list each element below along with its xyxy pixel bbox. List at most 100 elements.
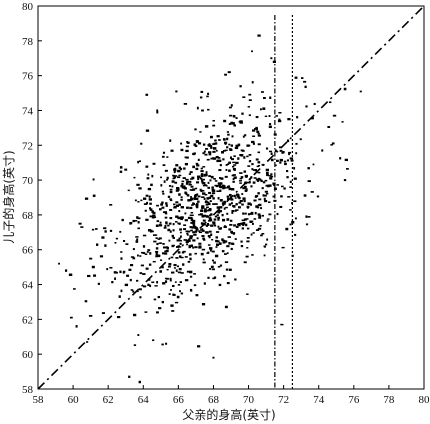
data-point	[219, 159, 222, 162]
y-tick-label: 72	[22, 140, 33, 152]
data-point	[201, 205, 205, 208]
data-point	[129, 278, 132, 282]
data-point	[257, 143, 261, 146]
data-point	[204, 184, 207, 187]
data-point	[188, 246, 192, 249]
data-points-layer	[58, 34, 362, 384]
data-point	[139, 187, 142, 190]
data-point	[168, 185, 172, 187]
data-point	[186, 234, 189, 236]
data-point	[166, 176, 169, 180]
data-point	[147, 283, 150, 287]
data-point	[115, 271, 118, 274]
data-point	[148, 198, 153, 201]
data-point	[294, 217, 297, 220]
data-point	[211, 268, 215, 271]
data-point	[268, 201, 271, 203]
data-point	[258, 198, 262, 201]
data-point	[187, 216, 191, 220]
data-point	[321, 149, 324, 152]
data-point	[222, 158, 225, 161]
data-point	[182, 185, 186, 187]
data-point	[208, 230, 212, 233]
data-point	[211, 143, 215, 145]
data-point	[241, 203, 244, 206]
data-point	[199, 188, 202, 192]
data-point	[194, 187, 198, 190]
data-point	[101, 236, 105, 239]
x-tick-label: 58	[33, 394, 45, 406]
data-point	[145, 93, 149, 96]
y-axis-label: 儿子的身高(英寸)	[1, 150, 16, 243]
data-point	[200, 222, 203, 225]
data-point	[229, 148, 233, 151]
data-point	[185, 145, 189, 148]
data-point	[253, 218, 257, 220]
data-point	[224, 305, 228, 309]
data-point	[202, 258, 205, 261]
data-point	[216, 206, 220, 209]
data-point	[180, 142, 183, 145]
data-point	[183, 102, 188, 105]
data-point	[190, 221, 193, 224]
data-point	[293, 167, 296, 170]
data-point	[207, 108, 210, 111]
reference-lines-layer	[37, 5, 425, 390]
data-point	[202, 178, 205, 181]
data-point	[147, 187, 152, 191]
data-point	[201, 229, 205, 232]
data-point	[199, 131, 202, 133]
data-point	[221, 239, 226, 242]
data-point	[232, 232, 236, 235]
data-point	[206, 209, 209, 212]
data-point	[223, 207, 226, 210]
data-point	[235, 225, 239, 228]
data-point	[249, 220, 253, 223]
data-point	[247, 165, 251, 167]
data-point	[279, 149, 283, 152]
data-point	[209, 208, 212, 211]
data-point	[181, 180, 185, 183]
data-point	[143, 197, 147, 200]
data-point	[251, 163, 254, 166]
data-point	[140, 142, 143, 145]
data-point	[199, 96, 203, 99]
data-point	[155, 237, 158, 239]
data-point	[208, 144, 211, 147]
data-point	[330, 144, 334, 146]
data-point	[185, 182, 189, 185]
data-point	[217, 218, 220, 221]
data-point	[138, 380, 141, 384]
data-point	[257, 133, 260, 135]
data-point	[328, 101, 332, 104]
data-point	[313, 102, 316, 106]
data-point	[177, 271, 182, 274]
data-point	[161, 201, 164, 204]
data-point	[263, 97, 266, 100]
data-point	[109, 266, 113, 269]
data-point	[225, 164, 228, 166]
data-point	[223, 275, 226, 278]
data-point	[218, 139, 221, 141]
data-point	[263, 245, 266, 248]
data-point	[233, 176, 237, 179]
data-point	[281, 246, 285, 249]
data-point	[301, 77, 304, 79]
data-point	[270, 175, 274, 178]
data-point	[218, 210, 223, 213]
data-point	[274, 164, 277, 167]
data-point	[178, 237, 181, 240]
data-point	[231, 122, 235, 125]
data-point	[190, 289, 193, 292]
data-point	[239, 177, 243, 180]
data-point	[218, 283, 222, 287]
x-axis-ticks: 58 60 62 64 66 68 70 72 74 76 78 80	[33, 385, 430, 406]
data-point	[206, 158, 210, 161]
data-point	[188, 253, 192, 256]
data-point	[196, 203, 199, 206]
data-point	[162, 192, 165, 195]
data-point	[194, 145, 198, 147]
data-point	[167, 224, 170, 227]
data-point	[58, 262, 60, 265]
data-point	[137, 201, 140, 203]
